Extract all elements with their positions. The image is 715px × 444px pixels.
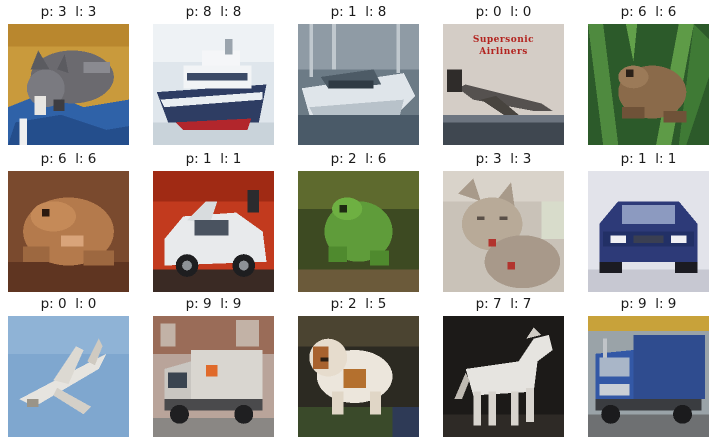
panel-1: p: 3 l: 3 (8, 0, 129, 145)
panel-5: p: 6 l: 6 (588, 0, 709, 145)
book-title-line-1: Supersonic (472, 35, 535, 45)
panel-image-frog (588, 24, 709, 145)
panel-11: p: 0 l: 0 (8, 292, 129, 437)
panel-6: p: 6 l: 6 (8, 147, 129, 292)
panel-caption: p: 8 l: 8 (185, 4, 242, 20)
panel-9: p: 3 l: 3 (443, 147, 564, 292)
panel-image-truck (153, 316, 274, 437)
panel-caption: p: 1 l: 8 (330, 4, 387, 20)
panel-13: p: 2 l: 5 (298, 292, 419, 437)
panel-caption: p: 3 l: 3 (475, 151, 532, 167)
panel-image-cat (443, 171, 564, 292)
panel-image-truck (588, 316, 709, 437)
panel-14: p: 7 l: 7 (443, 292, 564, 437)
panel-image-cat (8, 24, 129, 145)
panel-caption: p: 3 l: 3 (40, 4, 97, 20)
panel-image-ship (153, 24, 274, 145)
panel-3: p: 1 l: 8 (298, 0, 419, 145)
panel-caption: p: 1 l: 1 (620, 151, 677, 167)
book-title-line-2: Airliners (479, 47, 528, 57)
panel-15: p: 9 l: 9 (588, 292, 709, 437)
panel-caption: p: 2 l: 6 (330, 151, 387, 167)
panel-image-ship (298, 24, 419, 145)
panel-image-frog (8, 171, 129, 292)
panel-8: p: 2 l: 6 (298, 147, 419, 292)
panel-caption: p: 9 l: 9 (185, 296, 242, 312)
panel-image-airplane: Supersonic Airliners (443, 24, 564, 145)
panel-image-frog (298, 171, 419, 292)
panel-image-dog (298, 316, 419, 437)
panel-image-horse (443, 316, 564, 437)
panel-7: p: 1 l: 1 (153, 147, 274, 292)
panel-4: p: 0 l: 0 Supersonic Airliners (443, 0, 564, 145)
panel-10: p: 1 l: 1 (588, 147, 709, 292)
panel-caption: p: 1 l: 1 (185, 151, 242, 167)
panel-caption: p: 2 l: 5 (330, 296, 387, 312)
panel-2: p: 8 l: 8 (153, 0, 274, 145)
panel-caption: p: 6 l: 6 (620, 4, 677, 20)
panel-12: p: 9 l: 9 (153, 292, 274, 437)
panel-image-airplane (8, 316, 129, 437)
panel-caption: p: 9 l: 9 (620, 296, 677, 312)
panel-image-automobile (153, 171, 274, 292)
panel-caption: p: 7 l: 7 (475, 296, 532, 312)
panel-image-automobile (588, 171, 709, 292)
panel-caption: p: 6 l: 6 (40, 151, 97, 167)
panel-caption: p: 0 l: 0 (475, 4, 532, 20)
panel-caption: p: 0 l: 0 (40, 296, 97, 312)
